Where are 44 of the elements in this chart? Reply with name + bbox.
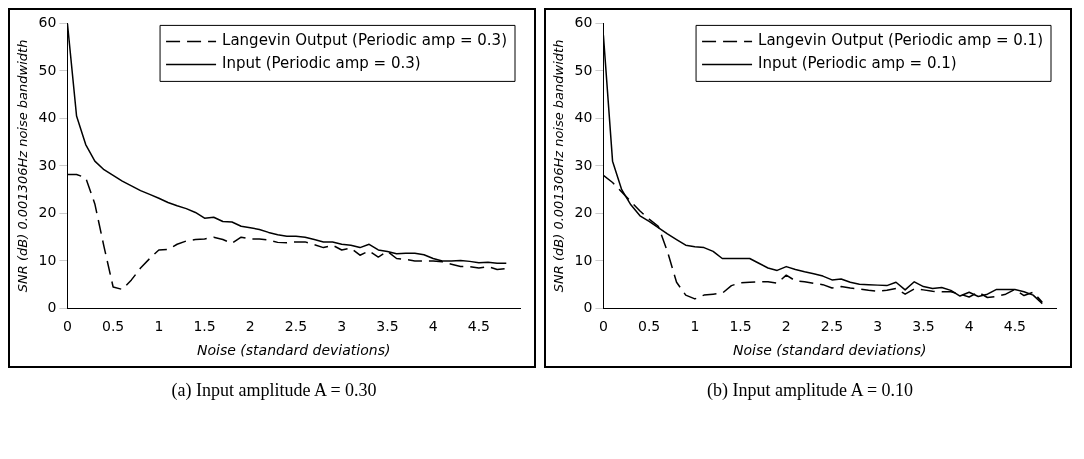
y-tick-label: 10 — [38, 251, 57, 268]
x-tick-label: 1.5 — [729, 318, 752, 335]
x-tick-label: 3.5 — [376, 318, 399, 335]
y-tick-label: 50 — [38, 61, 57, 78]
x-tick-label: 3.5 — [912, 318, 935, 335]
legend-label: Langevin Output (Periodic amp = 0.3) — [222, 31, 508, 50]
y-tick-label: 50 — [574, 61, 593, 78]
legend-label: Input (Periodic amp = 0.3) — [222, 54, 421, 73]
legend-label: Input (Periodic amp = 0.1) — [758, 54, 957, 73]
y-tick-label: 20 — [38, 204, 57, 221]
text: (b) Input amplitude A = 0.10 — [705, 380, 915, 401]
y-axis-title: SNR (dB) 0.001306Hz noise bandwidth — [551, 39, 567, 293]
y-tick-label: 40 — [574, 109, 593, 126]
x-axis-title: Noise (standard deviations) — [733, 342, 927, 359]
x-tick-label: 1.5 — [193, 318, 216, 335]
x-tick-label: 2.5 — [820, 318, 844, 335]
x-tick-label: 0 — [598, 318, 608, 335]
x-axis-title: Noise (standard deviations) — [197, 342, 391, 359]
x-tick-label: 1 — [690, 318, 700, 335]
x-tick-label: 1 — [154, 318, 164, 335]
x-tick-label: 4.5 — [1003, 318, 1026, 335]
x-tick-label: 2.5 — [284, 318, 308, 335]
x-tick-label: 4 — [964, 318, 974, 335]
x-tick-label: 2 — [245, 318, 255, 335]
y-axis-title: SNR (dB) 0.001306Hz noise bandwidth — [15, 39, 31, 293]
x-tick-label: 2 — [781, 318, 791, 335]
x-tick-label: 4.5 — [467, 318, 490, 335]
y-tick-label: 60 — [574, 14, 593, 31]
x-tick-label: 3 — [873, 318, 883, 335]
x-tick-label: 0.5 — [638, 318, 661, 335]
y-tick-label: 30 — [38, 156, 57, 173]
y-tick-label: 20 — [574, 204, 593, 221]
y-tick-label: 60 — [38, 14, 57, 31]
y-tick-label: 0 — [583, 299, 593, 316]
x-tick-label: 0 — [62, 318, 72, 335]
y-tick-label: 0 — [47, 299, 57, 316]
x-tick-label: 0.5 — [102, 318, 125, 335]
y-tick-label: 40 — [38, 109, 57, 126]
y-tick-label: 10 — [574, 251, 593, 268]
x-tick-label: 3 — [337, 318, 347, 335]
text: (a) Input amplitude A = 0.30 — [170, 380, 378, 401]
y-tick-label: 30 — [574, 156, 593, 173]
x-tick-label: 4 — [428, 318, 438, 335]
legend-label: Langevin Output (Periodic amp = 0.1) — [758, 31, 1044, 50]
